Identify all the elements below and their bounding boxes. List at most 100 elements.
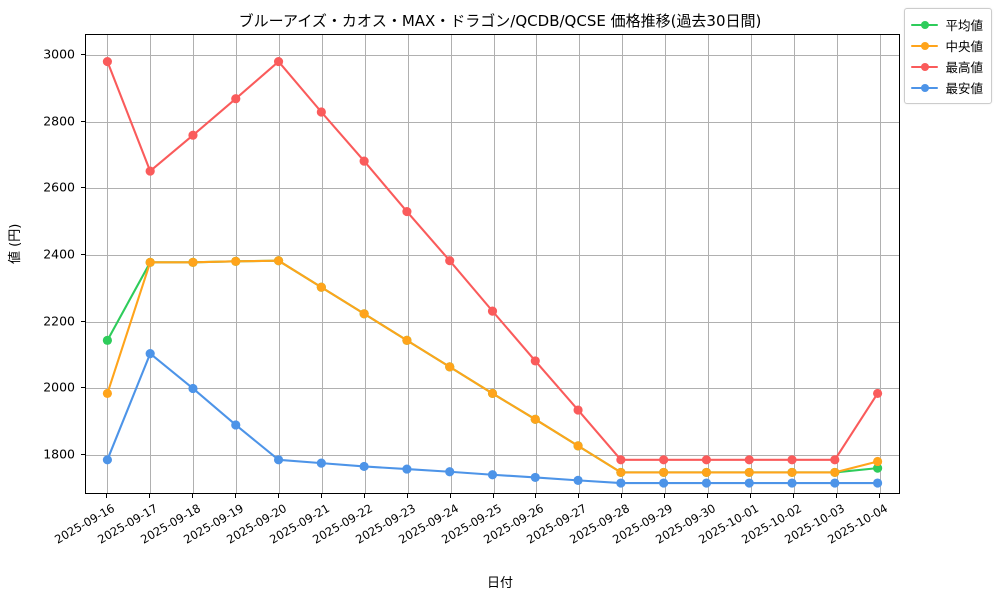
gridline-horizontal: [86, 388, 899, 390]
data-point-marker: [445, 362, 455, 372]
gridline-vertical: [579, 35, 581, 493]
legend-label: 最安値: [945, 81, 983, 96]
x-axis-tick-mark: [449, 494, 451, 498]
data-point-marker: [102, 388, 112, 399]
data-point-marker: [487, 306, 498, 316]
data-point-marker: [316, 107, 326, 117]
y-axis-tick-mark: [81, 387, 85, 389]
data-point-marker: [744, 467, 754, 477]
data-point-marker: [659, 478, 669, 488]
data-point-marker: [616, 478, 626, 488]
data-point-marker: [359, 156, 369, 166]
data-point-marker: [102, 335, 112, 345]
gridline-horizontal: [86, 55, 899, 56]
chart-title: ブルーアイズ・カオス・MAX・ドラゴン/QCDB/QCSE 価格推移(過去30日…: [238, 12, 762, 30]
legend-item-1[interactable]: 中央値: [911, 35, 983, 56]
gridline-horizontal: [86, 321, 899, 323]
data-point-marker: [873, 463, 883, 473]
x-axis-tick-mark: [278, 494, 280, 498]
data-point-marker: [359, 309, 369, 319]
data-point-marker: [659, 455, 669, 465]
data-point-marker: [830, 455, 840, 465]
x-axis-tick-mark: [363, 494, 365, 498]
y-axis-tick-mark: [81, 120, 85, 122]
data-point-marker: [273, 256, 284, 266]
data-point-marker: [701, 478, 712, 488]
y-axis-tick-mark: [81, 320, 85, 322]
x-axis-tick-mark: [664, 494, 666, 498]
data-point-marker: [830, 467, 840, 477]
x-axis-tick-mark: [406, 494, 408, 498]
gridline-vertical: [622, 35, 624, 493]
x-axis-tick-mark: [149, 494, 151, 498]
y-axis-tick-mark: [81, 54, 85, 55]
y-axis-tick-mark: [81, 187, 85, 189]
data-point-marker: [873, 478, 883, 488]
series-1: [102, 256, 883, 477]
legend-swatch-icon: [911, 19, 939, 31]
y-axis-tick-mark: [81, 454, 85, 455]
legend-item-0[interactable]: 平均値: [911, 14, 983, 35]
gridline-vertical: [879, 35, 881, 493]
data-point-marker: [487, 470, 498, 480]
data-point-marker: [188, 130, 198, 140]
gridline-horizontal: [86, 255, 899, 256]
data-point-marker: [744, 455, 754, 465]
x-axis-tick-mark: [535, 494, 537, 498]
data-point-marker: [102, 455, 112, 465]
x-axis-tick-mark: [492, 494, 494, 498]
legend-item-2[interactable]: 最高値: [911, 56, 983, 77]
gridline-vertical: [665, 35, 667, 493]
data-point-marker: [530, 414, 540, 424]
series-0: [102, 256, 883, 477]
x-axis-tick-mark: [706, 494, 708, 498]
data-point-marker: [316, 282, 326, 292]
gridline-vertical: [364, 35, 366, 493]
x-axis-tick-mark: [578, 494, 580, 498]
data-point-marker: [530, 472, 540, 482]
data-point-marker: [701, 467, 712, 477]
gridline-vertical: [836, 35, 838, 493]
x-axis-tick-mark: [106, 494, 108, 498]
legend-swatch-icon: [911, 61, 939, 73]
gridline-vertical: [493, 35, 495, 493]
data-point-marker: [359, 461, 369, 472]
gridline-vertical: [407, 35, 409, 493]
data-point-marker: [445, 256, 455, 266]
legend-label: 最高値: [945, 60, 983, 75]
data-point-marker: [573, 405, 583, 415]
legend-item-3[interactable]: 最安値: [911, 77, 983, 98]
gridline-horizontal: [86, 188, 899, 190]
data-point-marker: [402, 206, 412, 217]
y-axis-tick-label: 2400: [43, 246, 75, 262]
legend-label: 平均値: [945, 18, 983, 33]
gridline-vertical: [536, 35, 538, 493]
series-line: [106, 352, 879, 485]
data-point-marker: [659, 467, 669, 477]
data-point-marker: [744, 478, 754, 488]
gridline-vertical: [321, 35, 323, 493]
y-axis-tick-label: 2600: [43, 179, 75, 195]
data-point-marker: [616, 455, 626, 465]
data-point-marker: [787, 467, 797, 477]
gridline-vertical: [750, 35, 752, 493]
series-line: [106, 259, 879, 474]
data-point-marker: [273, 56, 284, 67]
data-point-marker: [145, 257, 155, 267]
gridline-horizontal: [86, 455, 899, 456]
y-axis-tick-label: 3000: [43, 46, 75, 62]
data-point-marker: [273, 455, 284, 465]
legend-swatch-icon: [911, 40, 939, 52]
data-point-marker: [316, 458, 326, 468]
x-axis-tick-mark: [320, 494, 322, 498]
data-point-marker: [231, 420, 241, 430]
data-point-marker: [402, 464, 412, 474]
data-point-marker: [102, 56, 112, 67]
data-point-marker: [530, 356, 540, 366]
data-point-marker: [701, 455, 712, 465]
data-point-marker: [616, 467, 626, 477]
data-point-marker: [231, 256, 241, 266]
x-axis-tick-mark: [878, 494, 880, 498]
x-axis-tick-mark: [749, 494, 751, 498]
